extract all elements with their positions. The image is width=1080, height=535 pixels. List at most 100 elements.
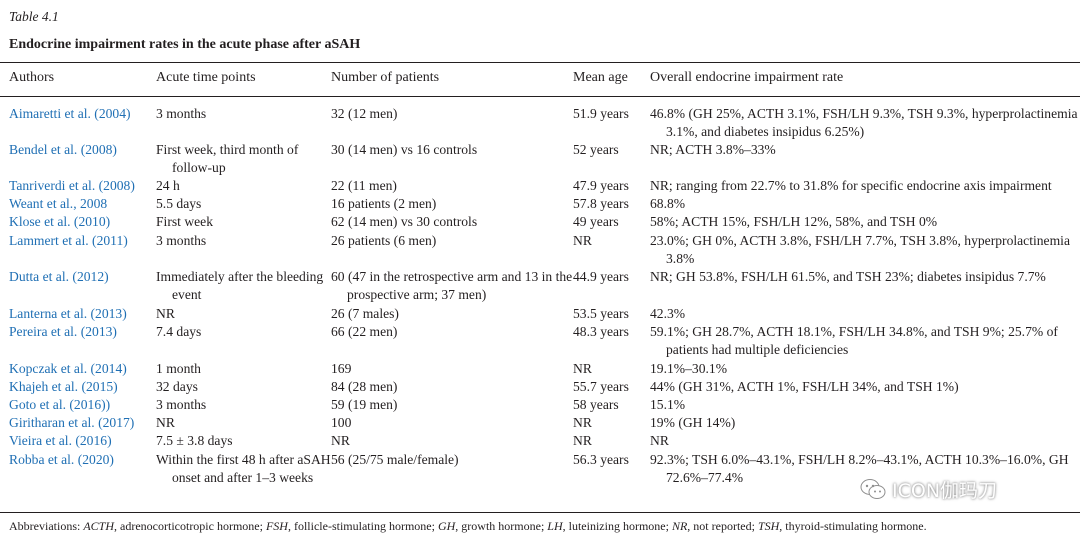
row-authors: Bendel et al. (2008): [9, 142, 117, 157]
row-mean-age: 57.8 years: [573, 196, 629, 211]
row-authors: Robba et al. (2020): [9, 452, 114, 467]
footnote: Abbreviations: ACTH, adrenocorticotropic…: [9, 519, 927, 534]
header-rule: [0, 96, 1080, 97]
row-time-point: First week, third month of follow-up: [156, 142, 299, 175]
row-time-point: 5.5 days: [156, 196, 202, 211]
bottom-rule: [0, 512, 1080, 513]
row-patient-count: 56 (25/75 male/female): [331, 452, 459, 467]
row-mean-age: 58 years: [573, 397, 619, 412]
header-time-points: Acute time points: [156, 70, 256, 85]
wechat-icon: [860, 479, 886, 499]
row-authors: Aimaretti et al. (2004): [9, 106, 131, 121]
row-authors: Vieira et al. (2016): [9, 433, 112, 448]
abbreviation: GH: [437, 519, 456, 533]
watermark: ICON伽玛刀: [860, 477, 998, 502]
row-patient-count: 16 patients (2 men): [331, 196, 437, 211]
row-time-point: NR: [156, 415, 175, 430]
row-authors: Dutta et al. (2012): [9, 269, 109, 284]
row-patient-count: NR: [331, 433, 350, 448]
header-impairment-rate: Overall endocrine impairment rate: [650, 70, 844, 85]
row-patient-count: 100: [331, 415, 352, 430]
abbreviation: TSH: [757, 519, 780, 533]
abbreviation-definition: , adrenocorticotropic hormone;: [114, 519, 266, 533]
abbreviation-definition: , growth hormone;: [455, 519, 548, 533]
header-patients: Number of patients: [331, 70, 440, 85]
row-impairment-rate: NR: [650, 433, 669, 448]
top-rule: [0, 62, 1080, 63]
row-authors: Weant et al., 2008: [9, 196, 108, 211]
row-mean-age: 48.3 years: [573, 324, 629, 339]
abbreviation: LH: [547, 519, 563, 533]
row-time-point: Immediately after the bleeding event: [156, 269, 324, 302]
row-impairment-rate: 58%; ACTH 15%, FSH/LH 12%, 58%, and TSH …: [650, 214, 938, 229]
row-mean-age: 51.9 years: [573, 106, 629, 121]
row-patient-count: 60 (47 in the retrospective arm and 13 i…: [331, 269, 573, 302]
row-time-point: 24 h: [156, 178, 180, 193]
row-mean-age: 44.9 years: [573, 269, 629, 284]
row-authors: Pereira et al. (2013): [9, 324, 117, 339]
row-patient-count: 62 (14 men) vs 30 controls: [331, 214, 478, 229]
row-impairment-rate: NR; GH 53.8%, FSH/LH 61.5%, and TSH 23%;…: [650, 269, 1046, 284]
row-impairment-rate: NR; ACTH 3.8%–33%: [650, 142, 776, 157]
row-authors: Lanterna et al. (2013): [9, 306, 127, 321]
row-time-point: 7.4 days: [156, 324, 202, 339]
header-authors: Authors: [9, 70, 55, 85]
row-patient-count: 32 (12 men): [331, 106, 398, 121]
row-time-point: 1 month: [156, 361, 201, 376]
row-time-point: 3 months: [156, 106, 207, 121]
row-patient-count: 66 (22 men): [331, 324, 398, 339]
row-mean-age: NR: [573, 361, 592, 376]
watermark-text: ICON伽玛刀: [892, 479, 998, 502]
row-authors: Lammert et al. (2011): [9, 233, 128, 248]
row-authors: Goto et al. (2016)): [9, 397, 111, 412]
abbreviation: NR: [671, 519, 688, 533]
table-caption: Endocrine impairment rates in the acute …: [9, 37, 361, 52]
row-time-point: NR: [156, 306, 175, 321]
row-authors: Giritharan et al. (2017): [9, 415, 135, 430]
row-patient-count: 30 (14 men) vs 16 controls: [331, 142, 478, 157]
row-authors: Klose et al. (2010): [9, 214, 111, 229]
abbreviation-definition: , luteinizing hormone;: [562, 519, 672, 533]
row-patient-count: 26 (7 males): [331, 306, 399, 321]
row-impairment-rate: 19.1%–30.1%: [650, 361, 728, 376]
footnote-lead: Abbreviations:: [9, 519, 84, 533]
row-mean-age: 47.9 years: [573, 178, 629, 193]
row-impairment-rate: 92.3%; TSH 6.0%–43.1%, FSH/LH 8.2%–43.1%…: [650, 452, 1069, 485]
row-mean-age: 53.5 years: [573, 306, 629, 321]
row-authors: Kopczak et al. (2014): [9, 361, 127, 376]
abbreviation-definition: , follicle-stimulating hormone;: [287, 519, 438, 533]
row-impairment-rate: 68.8%: [650, 196, 686, 211]
abbreviation-definition: , not reported;: [687, 519, 758, 533]
row-mean-age: 49 years: [573, 214, 619, 229]
row-mean-age: NR: [573, 233, 592, 248]
row-impairment-rate: NR; ranging from 22.7% to 31.8% for spec…: [650, 178, 1052, 193]
row-time-point: 3 months: [156, 397, 207, 412]
row-impairment-rate: 15.1%: [650, 397, 686, 412]
row-time-point: Within the first 48 h after aSAH onset a…: [156, 452, 331, 485]
row-impairment-rate: 23.0%; GH 0%, ACTH 3.8%, FSH/LH 7.7%, TS…: [650, 233, 1070, 266]
row-mean-age: NR: [573, 415, 592, 430]
abbreviation: FSH: [265, 519, 288, 533]
row-patient-count: 26 patients (6 men): [331, 233, 437, 248]
row-mean-age: 52 years: [573, 142, 619, 157]
row-impairment-rate: 19% (GH 14%): [650, 415, 736, 430]
row-mean-age: 56.3 years: [573, 452, 629, 467]
header-mean-age: Mean age: [573, 70, 628, 85]
abbreviation-definition: , thyroid-stimulating hormone.: [779, 519, 927, 533]
row-time-point: 32 days: [156, 379, 198, 394]
row-impairment-rate: 59.1%; GH 28.7%, ACTH 18.1%, FSH/LH 34.8…: [650, 324, 1058, 357]
row-impairment-rate: 46.8% (GH 25%, ACTH 3.1%, FSH/LH 9.3%, T…: [650, 106, 1078, 139]
row-patient-count: 59 (19 men): [331, 397, 398, 412]
row-mean-age: 55.7 years: [573, 379, 629, 394]
abbreviation: ACTH: [83, 519, 115, 533]
row-impairment-rate: 42.3%: [650, 306, 686, 321]
table-label: Table 4.1: [9, 9, 59, 24]
row-impairment-rate: 44% (GH 31%, ACTH 1%, FSH/LH 34%, and TS…: [650, 379, 959, 394]
row-time-point: 7.5 ± 3.8 days: [156, 433, 233, 448]
row-authors: Tanriverdi et al. (2008): [9, 178, 135, 193]
row-patient-count: 84 (28 men): [331, 379, 398, 394]
row-authors: Khajeh et al. (2015): [9, 379, 118, 394]
row-time-point: 3 months: [156, 233, 207, 248]
row-mean-age: NR: [573, 433, 592, 448]
row-time-point: First week: [156, 214, 214, 229]
